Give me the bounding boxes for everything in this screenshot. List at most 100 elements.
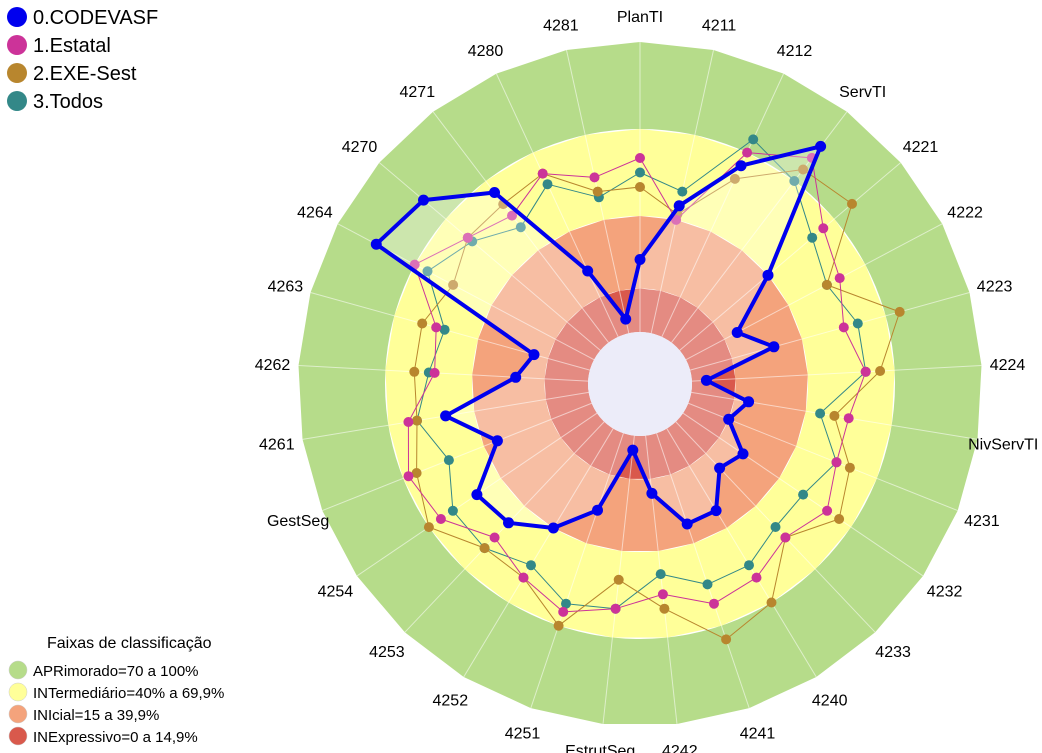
data-point-4240 [744,560,754,571]
data-point-NivServTI [829,410,840,421]
spoke-4263 [310,292,591,371]
band-intermediário [385,129,895,638]
category-label-4212: 4212 [777,43,813,60]
category-labels: PlanTI 4211 4212 ServTI 4221 4222 4223 4224 NivS… [255,9,1039,753]
data-point-4233 [714,462,726,474]
category-label-4261: 4261 [259,437,295,454]
data-point-4264 [422,266,433,277]
series-line [413,169,901,640]
data-point-4212 [748,134,759,145]
category-label-GestSeg: GestSeg [267,513,329,530]
series-line [416,138,867,610]
spoke-4241 [656,433,750,709]
data-point-4281 [589,172,600,183]
bands-legend-title: Faixas de classificação [47,635,212,652]
data-point-4212 [735,160,747,172]
series-legend: 0.CODEVASF 1.Estatal 2.EXE-Sest 3.Todos [7,7,158,113]
data-point-4252 [547,522,559,534]
data-point-GestSeg [411,468,422,478]
data-point-4251 [553,620,564,631]
data-point-4221 [847,198,857,209]
data-point-4280 [582,265,594,277]
category-label-4231: 4231 [964,513,1000,530]
data-point-4240 [751,572,762,583]
data-point-4254 [423,522,434,533]
data-point-4241 [702,579,713,590]
series-2.EXE-Sest [409,164,905,645]
data-point-4263 [431,322,442,333]
data-point-4242 [657,589,668,600]
data-point-4223 [768,341,780,353]
data-point-PlanTI [635,182,645,192]
data-point-4241 [721,634,732,645]
data-point-4270 [462,232,473,243]
data-point-4262 [409,366,420,377]
data-point-4263 [417,318,428,329]
data-point-4270 [418,194,429,206]
data-point-4271 [507,210,517,221]
data-point-4240 [710,505,722,517]
data-point-4262 [510,371,522,383]
spoke-GestSeg [322,402,592,512]
spoke-4252 [463,428,614,678]
spoke-4222 [685,223,943,361]
data-point-EstrutSeg [610,603,621,614]
series-line [407,152,867,613]
legend-label-3.Todos: 3.Todos [33,91,103,113]
category-label-4222: 4222 [947,205,983,222]
data-point-4252 [526,560,536,571]
data-point-4254 [447,505,458,516]
spoke-4253 [404,421,605,633]
band-legend-marker [8,726,28,746]
data-point-4211 [673,200,685,212]
data-point-4261 [403,417,414,427]
data-point-4240 [766,597,777,608]
category-label-4262: 4262 [255,357,291,374]
category-label-ServTI: ServTI [839,84,886,101]
category-label-4264: 4264 [297,205,333,222]
data-point-4211 [677,186,688,197]
category-label-4263: 4263 [268,279,304,296]
data-point-4233 [780,532,791,543]
radar-series [370,134,905,645]
data-point-4233 [770,522,781,532]
series-area [376,146,821,528]
data-point-4223 [838,322,849,333]
band-legend-label: INTermediário=40% a 69,9% [33,685,224,702]
data-point-4242 [655,569,666,580]
data-point-4263 [528,349,540,361]
category-label-EstrutSeg: EstrutSeg [565,743,635,753]
data-point-4231 [844,462,855,473]
data-point-4280 [537,168,548,179]
data-point-4221 [762,269,774,281]
data-point-4281 [592,186,603,197]
data-point-4242 [646,487,658,499]
band-legend-marker [8,682,28,702]
data-point-4251 [561,598,571,609]
legend-label-0.CODEVASF: 0.CODEVASF [33,7,158,29]
data-point-4231 [723,413,735,425]
data-point-PlanTI [635,167,645,178]
data-point-4242 [659,603,670,614]
data-point-NivServTI [843,413,854,424]
data-point-4222 [821,279,832,290]
radar-center [588,332,692,436]
band-legend-marker [8,660,28,680]
data-point-4281 [620,313,632,325]
category-label-PlanTI: PlanTI [617,9,663,26]
data-point-4251 [558,606,569,617]
data-point-4271 [489,187,500,198]
band-legend-label: INExpressivo=0 a 14,9% [33,729,198,746]
category-label-4251: 4251 [505,726,541,743]
spoke-4270 [379,162,601,351]
data-point-4254 [435,514,446,524]
category-label-4240: 4240 [812,692,848,709]
category-label-4253: 4253 [369,644,405,661]
legend-label-2.EXE-Sest: 2.EXE-Sest [33,63,137,85]
data-point-ServTI [789,176,800,186]
data-point-4212 [742,147,753,158]
data-point-4253 [503,517,514,529]
band-legend-label: INIcial=15 a 39,9% [33,707,159,724]
category-label-4223: 4223 [977,279,1013,296]
